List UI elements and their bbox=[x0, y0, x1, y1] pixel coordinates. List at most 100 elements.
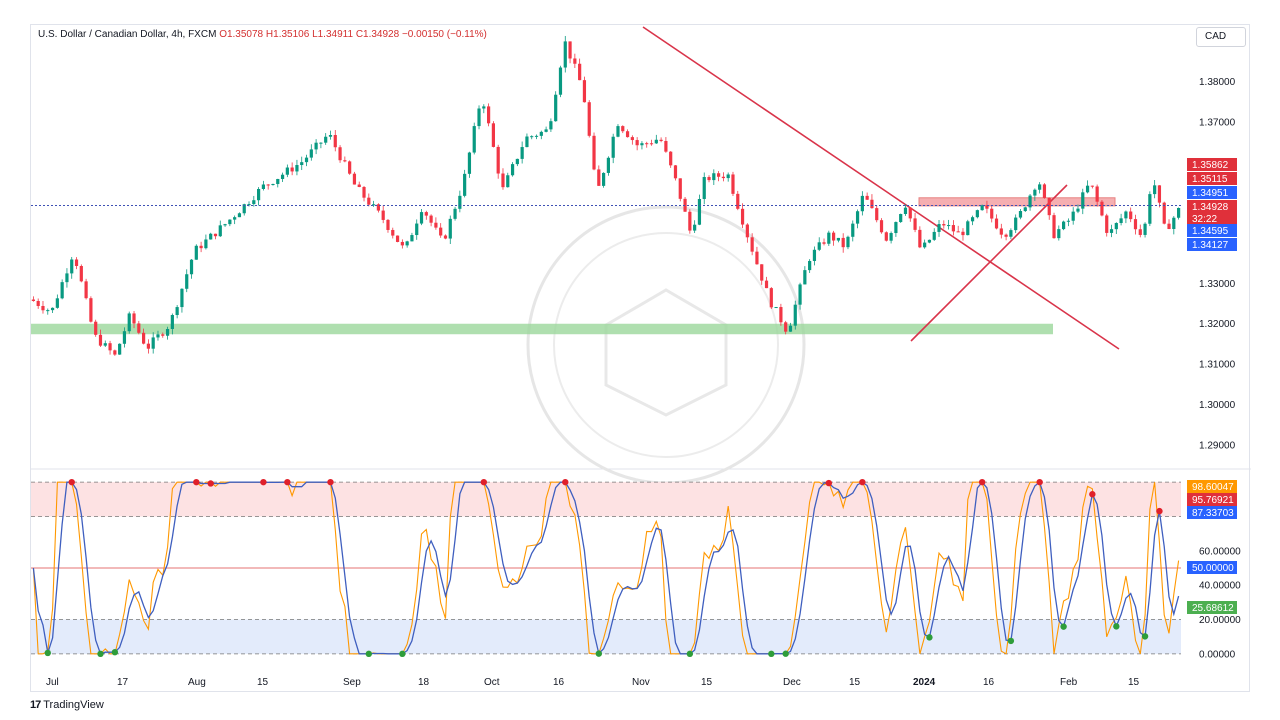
candle-body bbox=[50, 307, 55, 311]
time-axis-label: 15 bbox=[257, 677, 269, 688]
overbought-marker bbox=[562, 478, 569, 486]
candle-body bbox=[798, 284, 802, 305]
candle-body bbox=[721, 176, 725, 179]
ohlc-open: O1.35078 bbox=[219, 29, 264, 40]
candle-body bbox=[1066, 220, 1070, 222]
candle-body bbox=[1052, 215, 1056, 239]
candle-body bbox=[1177, 207, 1181, 218]
overbought-marker bbox=[825, 479, 833, 487]
chart-frame: 1.29000 1.30000 1.31000 1.32000 1.33000 1.370… bbox=[30, 24, 1251, 693]
candle-body bbox=[1095, 186, 1099, 202]
candle-body bbox=[1038, 184, 1042, 190]
candle-body bbox=[472, 126, 476, 153]
price-tag-bg bbox=[1187, 200, 1237, 213]
candle-body bbox=[702, 177, 706, 199]
candle-body bbox=[649, 143, 654, 145]
countdown-label: 32:22 bbox=[1192, 214, 1217, 225]
price-tag-label: 1.35862 bbox=[1192, 160, 1229, 171]
candle-body bbox=[410, 235, 414, 242]
price-axis-label: 1.33000 bbox=[1199, 279, 1236, 290]
price-tag-bg bbox=[1187, 224, 1237, 237]
candle-body bbox=[582, 80, 587, 103]
candle-body bbox=[295, 165, 299, 172]
time-axis-label: Aug bbox=[188, 677, 206, 688]
candle-body bbox=[937, 224, 941, 232]
candle-body bbox=[1172, 217, 1176, 229]
candle-body bbox=[640, 143, 644, 146]
candle-body bbox=[395, 235, 400, 242]
price-tag-bg bbox=[1187, 172, 1237, 185]
candle-body bbox=[980, 205, 984, 211]
candle-body bbox=[1114, 223, 1118, 230]
candle-body bbox=[36, 301, 40, 306]
tradingview-logo[interactable]: 17 TradingView bbox=[30, 699, 104, 711]
candle-body bbox=[602, 172, 606, 186]
candle-body bbox=[108, 343, 112, 351]
candle-body bbox=[137, 323, 141, 333]
candle-body bbox=[1119, 218, 1123, 224]
chart-canvas[interactable]: 1.29000 1.30000 1.31000 1.32000 1.33000 1.370… bbox=[31, 25, 1251, 693]
candle-body bbox=[223, 224, 227, 226]
candle-body bbox=[386, 219, 390, 230]
symbol-title: U.S. Dollar / Canadian Dollar, 4h, FXCM bbox=[38, 29, 217, 40]
candle-body bbox=[870, 199, 874, 209]
tradingview-logo-icon: 17 bbox=[30, 699, 41, 711]
candle-body bbox=[180, 288, 184, 308]
candle-body bbox=[841, 237, 845, 248]
candle-body bbox=[678, 178, 682, 199]
candle-body bbox=[760, 264, 764, 281]
candle-body bbox=[606, 157, 610, 173]
time-axis-label: 15 bbox=[849, 677, 861, 688]
candle-body bbox=[510, 164, 515, 176]
candle-body bbox=[405, 241, 409, 246]
candle-body bbox=[84, 281, 88, 299]
candle-body bbox=[194, 245, 198, 260]
candle-body bbox=[975, 210, 979, 218]
candle-body bbox=[477, 108, 481, 127]
candle-body bbox=[731, 174, 735, 194]
candle-body bbox=[376, 204, 380, 211]
candle-body bbox=[913, 218, 917, 230]
candle-body bbox=[558, 67, 563, 95]
candle-body bbox=[458, 195, 462, 209]
candle-body bbox=[669, 151, 673, 166]
time-axis-label: 18 bbox=[418, 677, 430, 688]
candle-body bbox=[750, 237, 754, 252]
price-tag-label: 1.34928 bbox=[1192, 202, 1229, 213]
price-axis-label: 1.38000 bbox=[1199, 77, 1236, 88]
time-axis-label: Nov bbox=[632, 677, 650, 688]
candle-body bbox=[487, 106, 491, 124]
candle-body bbox=[333, 135, 337, 148]
candle-body bbox=[228, 219, 232, 225]
candle-body bbox=[204, 239, 208, 249]
candle-body bbox=[625, 131, 630, 138]
candle-body bbox=[899, 214, 903, 223]
candle-body bbox=[889, 233, 893, 241]
candle-body bbox=[247, 204, 251, 206]
price-tag-bg bbox=[1187, 238, 1237, 251]
oscillator-tag-label: 25.68612 bbox=[1192, 603, 1234, 614]
oscillator-tag-bg bbox=[1187, 506, 1237, 519]
oscillator-axis-label: 40.00000 bbox=[1199, 581, 1241, 592]
currency-button[interactable]: CAD bbox=[1196, 27, 1246, 47]
overbought-marker bbox=[193, 478, 200, 486]
candle-body bbox=[530, 136, 534, 138]
candle-body bbox=[467, 152, 472, 174]
oscillator-tag-bg bbox=[1187, 493, 1237, 506]
resistance-zone bbox=[918, 197, 1116, 207]
candle-body bbox=[482, 106, 486, 109]
oversold-band bbox=[31, 619, 1181, 654]
candle-body bbox=[55, 298, 59, 308]
candle-body bbox=[290, 167, 294, 172]
overbought-marker bbox=[1089, 491, 1096, 498]
candle-body bbox=[319, 142, 323, 144]
candle-body bbox=[113, 350, 117, 355]
ohlc-low: L1.34911 bbox=[312, 29, 354, 40]
candle-body bbox=[367, 197, 371, 205]
ohlc-change: −0.00150 (−0.11%) bbox=[401, 29, 487, 40]
time-axis-label: 15 bbox=[701, 677, 713, 688]
candle-body bbox=[419, 212, 424, 224]
oscillator-d-line bbox=[32, 481, 1180, 655]
candle-body bbox=[999, 228, 1003, 235]
candle-body bbox=[1105, 215, 1109, 233]
